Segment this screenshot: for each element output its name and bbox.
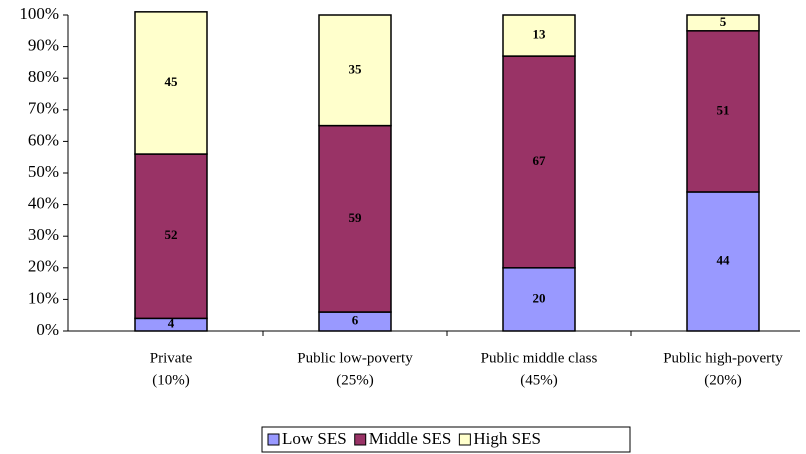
bar-segment bbox=[502, 267, 576, 332]
value-label: 20 bbox=[533, 290, 546, 305]
value-label: 13 bbox=[533, 27, 547, 42]
x-tick-label: (20%) bbox=[704, 372, 742, 388]
legend-swatch bbox=[458, 433, 471, 446]
value-label: 45 bbox=[165, 74, 179, 89]
bar-segment bbox=[686, 30, 760, 193]
value-label: 4 bbox=[168, 316, 175, 331]
value-label: 6 bbox=[352, 313, 359, 328]
y-tick-label: 30% bbox=[28, 225, 59, 244]
legend-label: High SES bbox=[473, 429, 541, 448]
y-tick-label: 50% bbox=[28, 162, 59, 181]
bar-segment bbox=[686, 14, 760, 32]
y-tick-label: 10% bbox=[28, 288, 59, 307]
y-tick-label: 20% bbox=[28, 257, 59, 276]
legend-label: Low SES bbox=[282, 429, 347, 448]
value-label: 67 bbox=[533, 153, 547, 168]
x-tick-label: (25%) bbox=[336, 372, 374, 388]
bar-segment bbox=[502, 14, 576, 57]
x-tick-label: Public low-poverty bbox=[297, 350, 413, 366]
value-label: 35 bbox=[349, 61, 363, 76]
bar-segment bbox=[502, 55, 576, 269]
y-tick-label: 70% bbox=[28, 99, 59, 118]
x-tick-label: Public middle class bbox=[481, 350, 598, 366]
legend-label: Middle SES bbox=[369, 429, 452, 448]
bar-segment bbox=[318, 124, 392, 313]
y-tick-label: 0% bbox=[36, 320, 59, 339]
bar-segment bbox=[134, 11, 208, 155]
y-tick-label: 80% bbox=[28, 67, 59, 86]
value-label: 5 bbox=[720, 14, 727, 29]
legend-swatch bbox=[267, 433, 280, 446]
legend-swatch bbox=[354, 433, 367, 446]
value-label: 51 bbox=[717, 102, 730, 117]
bar-segment bbox=[318, 14, 392, 127]
y-tick-label: 100% bbox=[19, 4, 59, 23]
legend-box bbox=[261, 426, 631, 453]
bar-segment bbox=[134, 153, 208, 320]
legend: Low SES Middle SES High SES bbox=[261, 426, 631, 453]
x-tick-label: Private bbox=[150, 350, 193, 366]
x-tick-label: (45%) bbox=[520, 372, 558, 388]
y-tick-label: 90% bbox=[28, 36, 59, 55]
y-tick-label: 60% bbox=[28, 130, 59, 149]
x-tick-label: (10%) bbox=[152, 372, 190, 388]
value-label: 59 bbox=[349, 210, 363, 225]
x-tick-label: Public high-poverty bbox=[663, 350, 783, 366]
bar-segment bbox=[686, 191, 760, 332]
value-label: 52 bbox=[165, 227, 178, 242]
y-tick-label: 40% bbox=[28, 194, 59, 213]
value-label: 44 bbox=[717, 252, 731, 267]
